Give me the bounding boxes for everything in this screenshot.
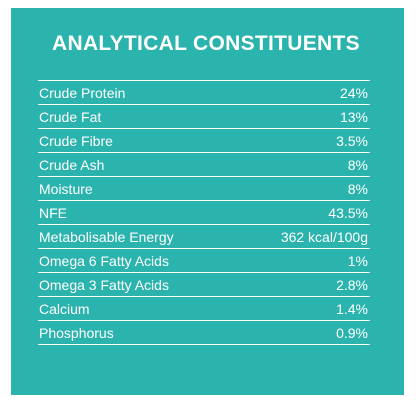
table-row: Crude Protein 24% <box>38 81 370 105</box>
row-value: 3.5% <box>336 132 368 149</box>
row-label: Crude Ash <box>39 156 105 173</box>
row-label: Phosphorus <box>39 324 114 341</box>
row-label: Metabolisable Energy <box>39 228 174 245</box>
row-value: 8% <box>347 156 368 173</box>
row-value: 2.8% <box>336 276 368 293</box>
constituents-panel <box>11 8 404 395</box>
row-label: Omega 3 Fatty Acids <box>39 276 169 293</box>
row-label: Crude Fibre <box>39 132 113 149</box>
table-row: NFE 43.5% <box>38 201 370 225</box>
row-value: 8% <box>347 180 368 197</box>
row-label: Crude Fat <box>39 108 102 125</box>
table-row: Crude Fibre 3.5% <box>38 129 370 153</box>
table-row: Moisture 8% <box>38 177 370 201</box>
table-row: Omega 6 Fatty Acids 1% <box>38 249 370 273</box>
row-label: Omega 6 Fatty Acids <box>39 252 169 269</box>
row-value: 13% <box>339 108 368 125</box>
constituents-table: Crude Protein 24% Crude Fat 13% Crude Fi… <box>38 80 370 345</box>
row-value: 362 kcal/100g <box>280 228 368 245</box>
row-label: Crude Protein <box>39 84 126 101</box>
row-label: NFE <box>39 204 67 221</box>
table-row: Phosphorus 0.9% <box>38 321 370 345</box>
row-value: 1.4% <box>336 300 368 317</box>
table-row: Metabolisable Energy 362 kcal/100g <box>38 225 370 249</box>
row-value: 0.9% <box>336 324 368 341</box>
table-row: Crude Ash 8% <box>38 153 370 177</box>
row-value: 24% <box>339 84 368 101</box>
row-label: Moisture <box>39 180 93 197</box>
table-row: Crude Fat 13% <box>38 105 370 129</box>
row-value: 43.5% <box>328 204 368 221</box>
row-label: Calcium <box>39 300 90 317</box>
panel-title: ANALYTICAL CONSTITUENTS <box>52 32 360 55</box>
row-value: 1% <box>347 252 368 269</box>
table-row: Calcium 1.4% <box>38 297 370 321</box>
table-row: Omega 3 Fatty Acids 2.8% <box>38 273 370 297</box>
